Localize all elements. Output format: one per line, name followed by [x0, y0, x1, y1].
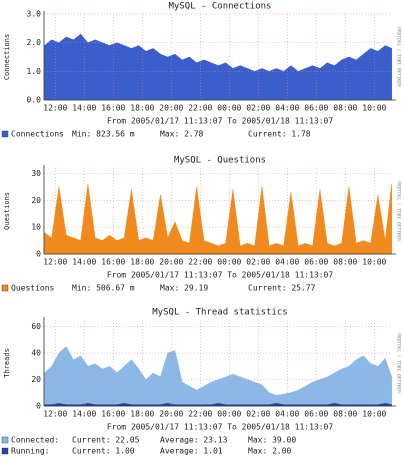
x-tick-label: 06:00: [304, 258, 328, 267]
legend-stat: Current: 1.00: [72, 447, 135, 456]
y-tick-label: 10: [31, 223, 41, 232]
x-tick-label: 14:00: [72, 258, 96, 267]
side-label: RRDTOOL / TOBI OETIKER: [396, 27, 402, 87]
x-tick-label: 20:00: [159, 258, 183, 267]
legend-stat: Min: 823.56 m: [72, 130, 135, 139]
legend-label: Connections: [11, 130, 64, 139]
legend-swatch: [1, 284, 9, 292]
x-tick-label: 14:00: [72, 104, 96, 113]
legend-stat: Average: 23.13: [160, 436, 228, 445]
x-tick-label: 04:00: [275, 104, 299, 113]
x-tick-label: 20:00: [159, 410, 183, 419]
x-tick-label: 02:00: [246, 410, 270, 419]
chart-title: MySQL - Thread statistics: [152, 308, 287, 318]
legend-label: Running:: [11, 447, 50, 456]
x-tick-label: 12:00: [43, 258, 67, 267]
legend-stat: Max: 2.78: [160, 130, 204, 139]
chart-title: MySQL - Questions: [174, 156, 266, 166]
x-tick-label: 08:00: [333, 258, 357, 267]
x-tick-label: 16:00: [101, 258, 125, 267]
footer: From 2005/01/17 11:13:07 To 2005/01/18 1…: [107, 423, 334, 432]
chart-title: MySQL - Connections: [169, 2, 272, 12]
footer: From 2005/01/17 11:13:07 To 2005/01/18 1…: [107, 271, 334, 280]
y-tick-label: 60: [31, 322, 41, 331]
x-tick-label: 12:00: [43, 104, 67, 113]
plot-area: [44, 168, 392, 254]
side-label: RRDTOOL / TOBI OETIKER: [396, 181, 402, 241]
x-tick-label: 06:00: [304, 104, 328, 113]
y-tick-label: 0: [36, 250, 41, 259]
x-tick-label: 04:00: [275, 258, 299, 267]
legend-stat: Max: 29.19: [160, 284, 208, 293]
y-tick-label: 1.0: [27, 67, 42, 76]
x-tick-label: 04:00: [275, 410, 299, 419]
legend-label: Connected:: [11, 436, 59, 445]
area: [44, 346, 392, 407]
y-tick-label: 0: [36, 402, 41, 411]
y-tick-label: 40: [31, 349, 41, 358]
legend-swatch: [1, 436, 9, 444]
y-tick-label: 20: [31, 196, 41, 205]
y-tick-label: 20: [31, 375, 41, 384]
x-tick-label: 22:00: [188, 410, 212, 419]
x-tick-label: 12:00: [43, 410, 67, 419]
y-axis-label: Threads: [3, 348, 11, 378]
y-tick-label: 0.0: [27, 96, 42, 105]
x-tick-label: 10:00: [362, 410, 386, 419]
x-tick-label: 16:00: [101, 410, 125, 419]
x-tick-label: 14:00: [72, 410, 96, 419]
x-tick-label: 08:00: [333, 410, 357, 419]
x-tick-label: 20:00: [159, 104, 183, 113]
legend-stat: Current: 25.77: [248, 284, 316, 293]
x-tick-label: 06:00: [304, 410, 328, 419]
x-tick-label: 10:00: [362, 104, 386, 113]
legend-stat: Min: 506.67 m: [72, 284, 135, 293]
y-tick-label: 3.0: [27, 10, 42, 19]
footer: From 2005/01/17 11:13:07 To 2005/01/18 1…: [107, 117, 334, 126]
x-tick-label: 18:00: [130, 104, 154, 113]
legend-stat: Current: 1.78: [248, 130, 311, 139]
x-tick-label: 02:00: [246, 258, 270, 267]
y-axis-label: Questions: [3, 192, 11, 230]
x-tick-label: 08:00: [333, 104, 357, 113]
x-tick-label: 16:00: [101, 104, 125, 113]
legend-swatch: [1, 130, 9, 138]
legend-stat: Average: 1.01: [160, 447, 223, 456]
legend-label: Questions: [11, 284, 55, 293]
x-tick-label: 00:00: [217, 104, 241, 113]
x-tick-label: 18:00: [130, 410, 154, 419]
y-axis-label: Connections: [3, 34, 11, 80]
x-tick-label: 22:00: [188, 104, 212, 113]
y-tick-label: 2.0: [27, 38, 42, 47]
x-tick-label: 22:00: [188, 258, 212, 267]
legend-stat: Current: 22.05: [72, 436, 140, 445]
x-tick-label: 00:00: [217, 258, 241, 267]
legend-stat: Max: 2.00: [248, 447, 292, 456]
x-tick-label: 00:00: [217, 410, 241, 419]
x-tick-label: 18:00: [130, 258, 154, 267]
x-tick-label: 02:00: [246, 104, 270, 113]
legend-stat: Max: 39.00: [248, 436, 296, 445]
y-tick-label: 30: [31, 169, 41, 178]
x-tick-label: 10:00: [362, 258, 386, 267]
side-label: RRDTOOL / TOBI OETIKER: [396, 333, 402, 393]
legend-swatch: [1, 447, 9, 455]
